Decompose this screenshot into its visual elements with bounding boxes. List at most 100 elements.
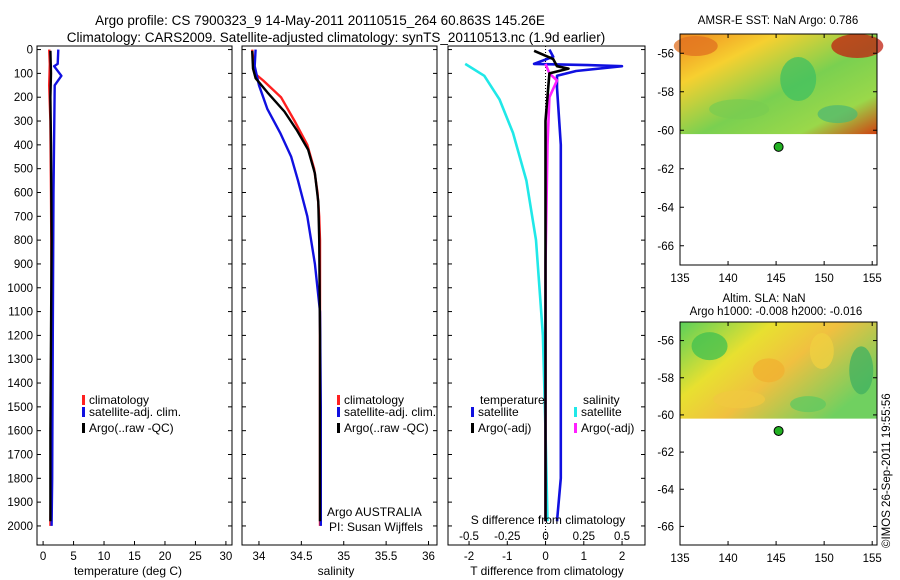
sst-map-lon-tick-label: 155 <box>863 273 882 285</box>
depth-tick-label: 800 <box>14 235 33 247</box>
legend-s-argo: Argo(-adj) <box>581 421 634 435</box>
depth-tick-label: 1600 <box>7 426 33 438</box>
temperature-tick-label: 10 <box>98 551 111 563</box>
salinity-xlabel: salinity <box>318 564 355 578</box>
sst-map-lat-tick-label: -58 <box>657 87 674 99</box>
sst-map-field-patch <box>709 99 770 120</box>
sst-map-lat-tick-label: -62 <box>657 164 674 176</box>
depth-tick-label: 1200 <box>7 330 33 342</box>
sla-map-lon-tick-label: 135 <box>670 553 689 565</box>
sst-map-lon-tick-label: 140 <box>718 273 737 285</box>
sst-map-lon-tick-label: 150 <box>815 273 834 285</box>
legend-climatology: climatology <box>344 393 404 407</box>
sla-map-lat-tick-label: -56 <box>657 336 674 348</box>
sla-map-panel: -56 -58 -60 -62 -64 -66 135 140 145 150 155 <box>657 321 882 565</box>
depth-tick-label: 1800 <box>7 473 33 485</box>
depth-tick-label: 0 <box>27 45 33 57</box>
sla-map-lon-tick-label: 150 <box>815 553 834 565</box>
sla-map-field-patch <box>849 346 874 395</box>
salinity-satellite-line <box>253 49 322 526</box>
sla-map-subtitle: Argo h1000: -0.008 h2000: -0.016 <box>690 306 863 318</box>
legend-t-argo: Argo(-adj) <box>478 421 531 435</box>
legend-temperature-header: temperature <box>480 393 545 407</box>
depth-tick-label: 400 <box>14 140 33 152</box>
legend-argo-swatch <box>337 423 340 433</box>
legend-satellite-swatch <box>82 407 85 417</box>
depth-tick-label: 200 <box>14 92 33 104</box>
sla-map-field-patch <box>790 396 827 413</box>
sla-map-field-patch <box>691 332 728 361</box>
sst-map-lon-tick-label: 145 <box>767 273 786 285</box>
depth-tick-label: 1900 <box>7 497 33 509</box>
temperature-diff-tick-label: 0 <box>542 551 548 563</box>
figure-title-line1: Argo profile: CS 7900323_9 14-May-2011 2… <box>95 13 545 28</box>
legend-t-argo-swatch <box>471 423 474 433</box>
sst-map-lon-tick-label: 135 <box>670 273 689 285</box>
salinity-diff-tick-label: -0.5 <box>459 531 479 543</box>
sla-map-field-patch <box>752 358 785 383</box>
legend-t-satellite-swatch <box>471 407 474 417</box>
sla-map-lat-tick-label: -58 <box>657 373 674 385</box>
temperature-xlabel: temperature (deg C) <box>74 564 182 578</box>
legend-argo-swatch <box>82 423 85 433</box>
temperature-diff-tick-label: 2 <box>619 551 625 563</box>
sla-map-lat-tick-label: -62 <box>657 447 674 459</box>
legend-salinity-header: salinity <box>583 393 620 407</box>
salinity-tick-label: 34 <box>253 551 266 563</box>
argo-owner-label: Argo AUSTRALIA <box>327 505 422 519</box>
difference-panel: -2 -1 0 1 2 -0.5 -0.25 0 0.25 0.5 temperature salin… <box>447 45 646 563</box>
salinity-tick-label: 36 <box>422 551 435 563</box>
legend-s-argo-swatch <box>574 423 577 433</box>
depth-tick-label: 1500 <box>7 402 33 414</box>
depth-tick-label: 500 <box>14 164 33 176</box>
figure-title-line2: Climatology: CARS2009. Satellite-adjuste… <box>67 30 606 45</box>
legend-satellite: satellite-adj. clim. <box>344 405 436 419</box>
sst-map-panel: -56 -58 -60 -62 -64 -66 135 140 145 150 155 <box>657 33 884 285</box>
sla-map-lat-tick-label: -60 <box>657 410 674 422</box>
legend-argo: Argo(..raw -QC) <box>89 421 174 435</box>
salinity-diff-tick-label: 0.25 <box>573 531 595 543</box>
sla-map-lon-tick-label: 155 <box>863 553 882 565</box>
depth-tick-label: 600 <box>14 187 33 199</box>
diff-temperature-satellite-line <box>532 48 624 522</box>
sla-map-frame <box>679 321 878 546</box>
depth-tick-label: 1700 <box>7 449 33 461</box>
temperature-diff-tick-label: 1 <box>581 551 587 563</box>
depth-tick-label: 900 <box>14 259 33 271</box>
imos-credit: ©IMOS 26-Sep-2011 19:55:56 <box>881 393 893 548</box>
depth-tick-label: 100 <box>14 68 33 80</box>
depth-tick-label: 1400 <box>7 378 33 390</box>
sst-map-field-patch <box>673 36 718 57</box>
sla-map-field-patch <box>809 332 834 369</box>
legend-t-satellite: satellite <box>478 405 519 419</box>
sla-map-lat-tick-label: -64 <box>657 484 674 496</box>
legend-s-satellite: satellite <box>581 405 622 419</box>
diff-temperature-argo-line <box>533 49 570 522</box>
argo-pi-label: PI: Susan Wijffels <box>329 520 423 534</box>
sst-map-field-patch <box>817 105 858 124</box>
salinity-diff-tick-label: -0.25 <box>494 531 520 543</box>
difference-frame <box>447 45 646 546</box>
sla-map-field-patch <box>713 390 766 409</box>
salinity-argo-line <box>251 50 322 522</box>
salinity-diff-tick-label: 0.5 <box>614 531 630 543</box>
sst-map-lat-tick-label: -60 <box>657 125 674 137</box>
depth-tick-label: 2000 <box>7 521 33 533</box>
depth-tick-label: 700 <box>14 211 33 223</box>
depth-tick-label: 1100 <box>8 307 33 319</box>
sst-map-field-patch <box>780 57 817 102</box>
sst-map-lat-tick-label: -56 <box>657 48 674 60</box>
sla-map-argo-marker <box>773 425 784 436</box>
salinity-tick-label: 35.5 <box>375 551 397 563</box>
depth-tick-label: 1300 <box>7 354 33 366</box>
salinity-panel: 34 34.5 35 35.5 36 climatologysatellite-adj. … <box>241 45 438 563</box>
salinity-tick-label: 34.5 <box>290 551 312 563</box>
sst-map-argo-marker <box>773 141 784 152</box>
legend-climatology-swatch <box>337 395 340 405</box>
salinity-tick-label: 35 <box>337 551 350 563</box>
sst-map-lat-tick-label: -64 <box>657 202 674 214</box>
temperature-panel: 0100200300400500600700800900100011001200… <box>7 45 233 563</box>
temperature-diff-tick-label: -2 <box>464 551 474 563</box>
sst-map-lat-tick-label: -66 <box>657 241 674 253</box>
